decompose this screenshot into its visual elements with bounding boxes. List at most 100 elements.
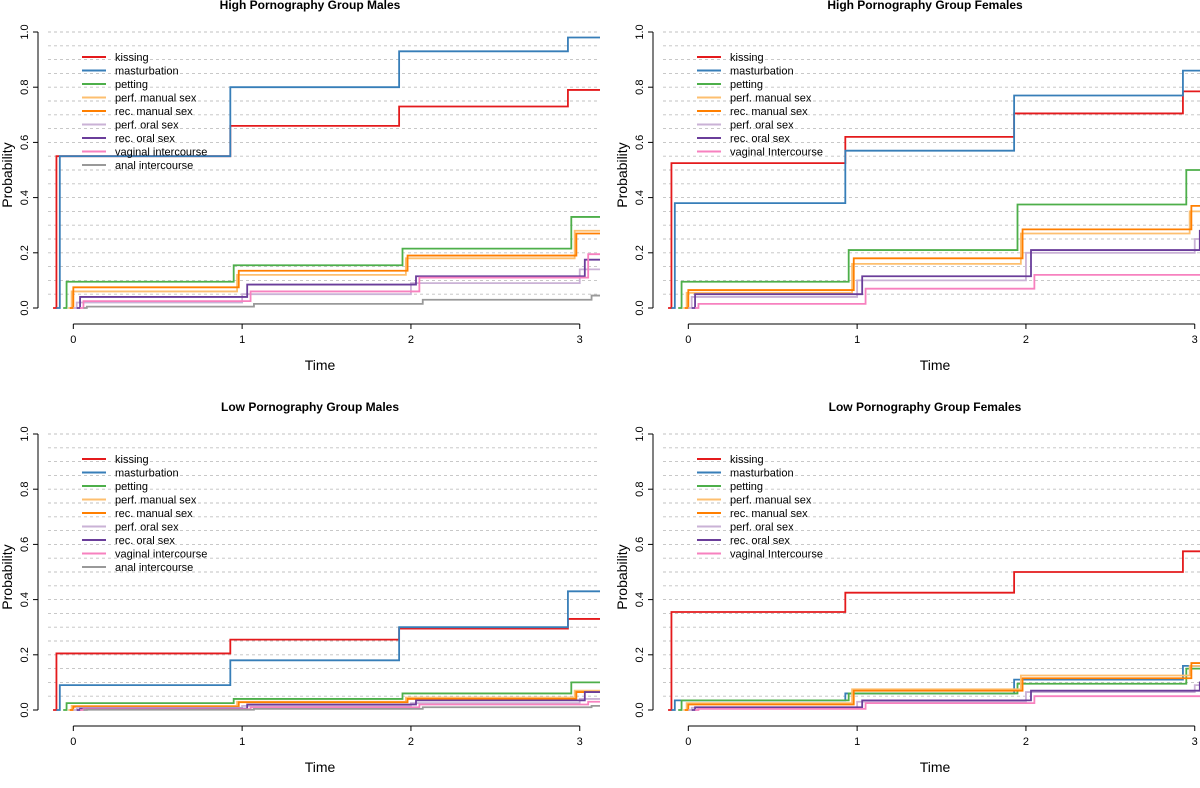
y-tick-label: 0.6: [634, 537, 646, 552]
series-line-petting: [678, 169, 1200, 309]
y-tick-label: 0.6: [19, 135, 31, 150]
legend-label: masturbation: [115, 468, 179, 480]
y-tick-label: 1.0: [634, 24, 646, 39]
y-tick-label: 0.0: [634, 702, 646, 717]
series-line-masturbation: [671, 69, 1200, 309]
x-tick-label: 0: [70, 334, 76, 346]
legend-label: kissing: [115, 52, 149, 64]
x-tick-label: 2: [1023, 736, 1029, 748]
x-tick-label: 0: [70, 736, 76, 748]
x-tick-label: 0: [685, 736, 691, 748]
legend-label: rec. oral sex: [730, 133, 790, 145]
legend-label: masturbation: [730, 468, 794, 480]
series-line-perf-manual-sex: [683, 664, 1200, 711]
series-line-vaginal-intercourse: [80, 253, 600, 309]
y-tick-label: 0.0: [19, 300, 31, 315]
legend-label: rec. oral sex: [115, 133, 175, 145]
y-tick-label: 0.6: [634, 135, 646, 150]
y-tick-label: 0.8: [634, 80, 646, 95]
y-tick-label: 0.8: [19, 482, 31, 497]
series-line-rec-oral-sex: [76, 258, 600, 309]
x-tick-label: 1: [854, 736, 860, 748]
x-tick-label: 3: [577, 334, 583, 346]
y-tick-label: 0.8: [19, 80, 31, 95]
series-line-anal-intercourse: [83, 294, 600, 309]
legend-label: kissing: [115, 454, 149, 466]
legend-label: rec. oral sex: [730, 535, 790, 547]
x-tick-label: 2: [408, 736, 414, 748]
legend-label: vaginal Intercourse: [730, 147, 823, 159]
x-axis-label: Time: [920, 759, 951, 775]
series-line-vaginal-intercourse: [80, 700, 600, 711]
chart-title: High Pornography Group Females: [827, 0, 1023, 12]
legend-label: masturbation: [730, 66, 794, 78]
x-tick-label: 2: [408, 334, 414, 346]
legend-label: vaginal intercourse: [115, 147, 207, 159]
y-axis-label: Probability: [615, 544, 630, 609]
y-tick-label: 0.2: [19, 245, 31, 260]
legend-label: perf. manual sex: [730, 93, 812, 105]
series-line-kissing: [668, 550, 1200, 711]
y-tick-label: 0.4: [19, 190, 31, 205]
x-axis-label: Time: [305, 759, 336, 775]
x-tick-label: 0: [685, 334, 691, 346]
legend-label: rec. manual sex: [115, 508, 193, 520]
y-tick-label: 0.2: [19, 647, 31, 662]
series-line-perf-oral-sex: [688, 238, 1200, 309]
y-tick-label: 0.2: [634, 647, 646, 662]
y-tick-label: 0.6: [19, 537, 31, 552]
x-tick-label: 3: [577, 736, 583, 748]
series-line-petting: [63, 216, 600, 309]
series-line-kissing: [668, 90, 1200, 309]
series-line-masturbation: [56, 36, 600, 309]
y-tick-label: 0.0: [19, 702, 31, 717]
chart-low-females: Low Pornography Group Females 0 1 2 3 0.0 0.2 0…: [615, 402, 1200, 775]
x-tick-label: 3: [1192, 334, 1198, 346]
legend-label: anal intercourse: [115, 160, 193, 172]
y-tick-label: 0.2: [634, 245, 646, 260]
legend-label: petting: [730, 79, 763, 91]
legend-label: petting: [115, 79, 148, 91]
x-tick-label: 2: [1023, 334, 1029, 346]
y-tick-label: 0.0: [634, 300, 646, 315]
y-tick-label: 1.0: [634, 426, 646, 441]
series-line-rec-manual-sex: [684, 662, 1200, 711]
chart-title: High Pornography Group Males: [220, 0, 401, 12]
legend-label: rec. manual sex: [730, 508, 808, 520]
legend-label: kissing: [730, 52, 764, 64]
y-tick-label: 1.0: [19, 426, 31, 441]
y-tick-label: 0.8: [634, 482, 646, 497]
legend-label: perf. manual sex: [115, 495, 197, 507]
series-line-perf-manual-sex: [68, 229, 600, 309]
x-axis-label: Time: [920, 357, 951, 373]
legend-label: perf. oral sex: [730, 522, 794, 534]
y-tick-label: 0.4: [19, 592, 31, 607]
series-line-perf-manual-sex: [683, 210, 1200, 309]
legend-label: kissing: [730, 454, 764, 466]
legend-label: rec. oral sex: [115, 535, 175, 547]
y-tick-label: 0.4: [634, 190, 646, 205]
series-line-masturbation: [56, 590, 600, 711]
chart-low-males: Low Pornography Group Males 0 1 2 3 0.0 0.2 0.4…: [0, 402, 600, 775]
legend-label: vaginal intercourse: [115, 549, 207, 561]
series-line-anal-intercourse: [83, 704, 600, 711]
x-tick-label: 1: [854, 334, 860, 346]
y-tick-label: 0.4: [634, 592, 646, 607]
legend-label: perf. oral sex: [115, 522, 179, 534]
x-axis-label: Time: [305, 357, 336, 373]
legend-label: perf. oral sex: [730, 120, 794, 132]
series-line-perf-oral-sex: [688, 684, 1200, 711]
x-tick-label: 3: [1192, 736, 1198, 748]
legend-label: anal intercourse: [115, 562, 193, 574]
series-line-rec-manual-sex: [69, 232, 600, 309]
x-tick-label: 1: [239, 736, 245, 748]
legend-label: perf. oral sex: [115, 120, 179, 132]
chart-title: Low Pornography Group Males: [221, 402, 399, 414]
series-line-vaginal-intercourse: [695, 273, 1200, 309]
chart-high-females: High Pornography Group Females 0 1 2 3 0.0 0.2…: [615, 0, 1200, 373]
series-line-rec-manual-sex: [684, 204, 1200, 309]
